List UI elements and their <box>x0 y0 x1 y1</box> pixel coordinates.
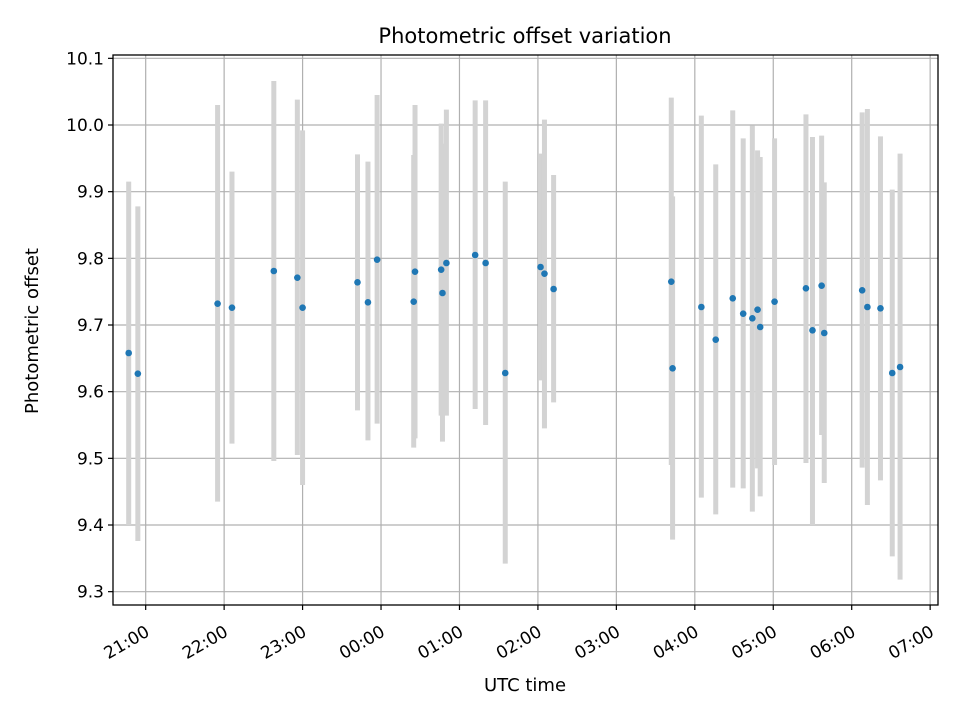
data-point <box>809 327 816 334</box>
data-point <box>729 295 737 302</box>
data-point <box>698 303 705 311</box>
y-tick-label: 9.8 <box>77 249 104 269</box>
data-point <box>443 259 450 267</box>
x-axis-title: UTC time <box>484 675 566 696</box>
data-point <box>888 369 896 377</box>
grid-lines <box>113 55 938 605</box>
data-point <box>858 287 866 294</box>
data-point <box>669 365 676 372</box>
y-tick-label: 9.5 <box>77 449 104 469</box>
data-point <box>771 298 778 305</box>
data-points <box>125 251 904 377</box>
y-tick-label: 9.9 <box>77 183 104 203</box>
y-tick-label: 10.0 <box>66 116 104 136</box>
data-point <box>818 282 825 289</box>
data-point <box>270 267 278 275</box>
data-point <box>411 268 419 275</box>
y-tick-label: 9.4 <box>77 516 104 536</box>
data-point <box>756 323 764 331</box>
data-point <box>541 270 548 277</box>
data-point <box>437 266 445 273</box>
plot-frame <box>112 54 939 606</box>
data-point <box>228 304 236 311</box>
data-point <box>482 259 489 267</box>
data-point <box>754 306 761 313</box>
data-point <box>410 298 418 305</box>
y-tick-label: 9.7 <box>77 316 104 336</box>
data-point <box>877 305 884 312</box>
data-point <box>439 289 446 297</box>
y-tick-label: 9.3 <box>77 583 104 603</box>
data-point <box>896 363 904 371</box>
data-point <box>739 310 747 317</box>
data-point <box>501 369 509 377</box>
data-point <box>134 370 142 377</box>
chart-title: Photometric offset variation <box>378 24 671 48</box>
data-point <box>820 329 828 337</box>
data-point <box>354 279 361 286</box>
data-point <box>712 336 720 343</box>
data-point <box>471 251 479 259</box>
data-point <box>802 285 810 292</box>
data-point <box>294 274 301 281</box>
data-point <box>364 299 372 306</box>
data-point <box>373 256 381 263</box>
data-point <box>749 315 756 322</box>
data-point <box>214 300 221 307</box>
y-axis-ticks: 9.3 9.4 9.5 9.6 9.7 9.8 9.9 10.0 10.1 <box>66 49 113 603</box>
y-tick-label: 10.1 <box>66 49 104 69</box>
y-tick-label: 9.6 <box>77 383 104 403</box>
data-point <box>550 285 557 293</box>
data-point <box>125 349 132 357</box>
data-point <box>537 263 544 271</box>
data-point <box>667 278 675 285</box>
data-point <box>864 303 871 311</box>
data-point <box>299 304 306 311</box>
y-axis-title: Photometric offset <box>22 248 43 414</box>
